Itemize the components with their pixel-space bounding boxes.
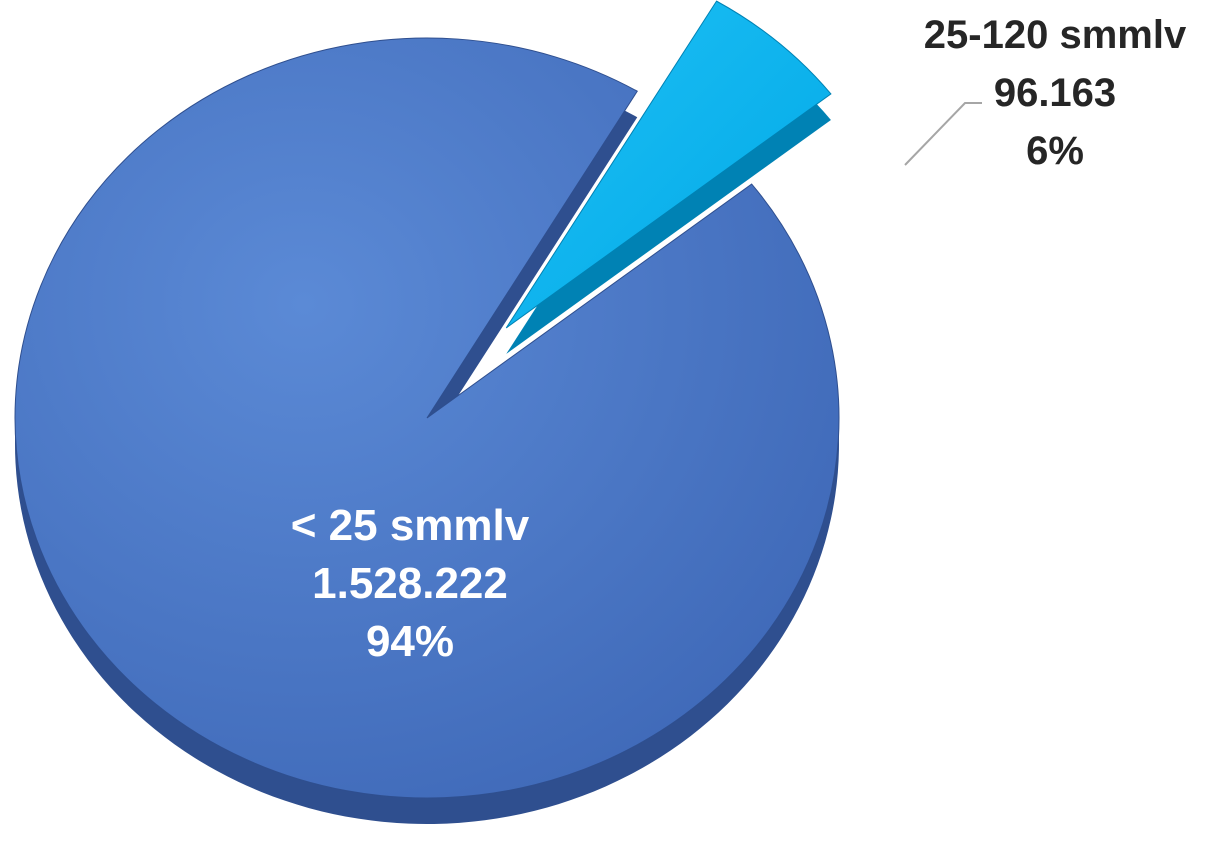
slice-under-25-face [14, 37, 840, 799]
slice-25-120 [505, 0, 832, 354]
slice-percent-25-120: 6% [1026, 129, 1084, 173]
slice-value-under-25: 1.528.222 [312, 559, 508, 608]
slice-under-25 [14, 37, 840, 825]
slice-value-25-120: 96.163 [994, 71, 1116, 115]
slices-layer [14, 0, 840, 825]
slice-percent-under-25: 94% [366, 617, 454, 666]
leader-line-25-120 [904, 102, 982, 166]
labels-layer: < 25 smmlv 1.528.222 94% 25-120 smmlv 96.163… [291, 13, 1187, 666]
slice-label-25-120: 25-120 smmlv [924, 13, 1187, 57]
slice-label-under-25: < 25 smmlv [291, 501, 530, 550]
slice-25-120-face [505, 0, 832, 329]
